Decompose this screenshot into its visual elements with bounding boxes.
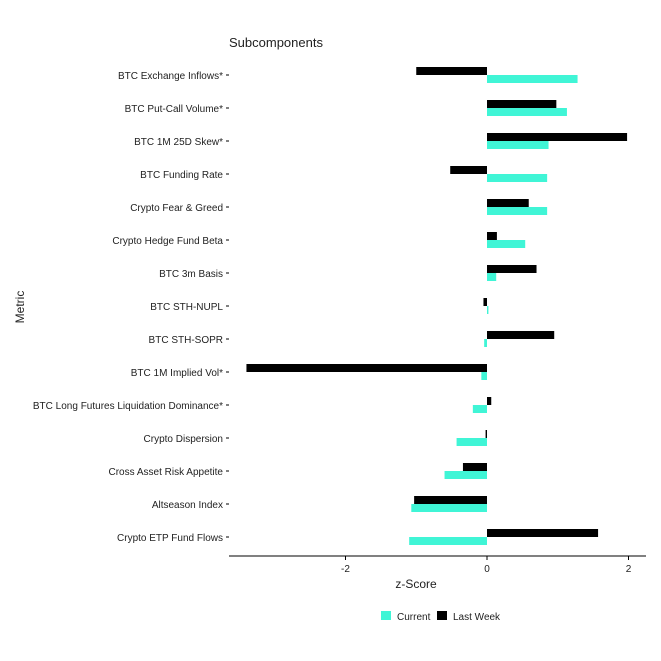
y-tick-labels: BTC Exchange Inflows* BTC Put-Call Volume… <box>33 71 229 544</box>
x-tick-label: 0 <box>484 564 490 575</box>
legend-swatch <box>381 611 391 620</box>
y-tick-label: BTC Exchange Inflows* <box>118 71 223 82</box>
x-tick-label: -2 <box>341 564 350 575</box>
y-tick-label: BTC Funding Rate <box>140 170 223 181</box>
bar-last-week <box>487 331 555 339</box>
bar-current <box>487 240 526 248</box>
legend-label: Last Week <box>453 612 501 623</box>
y-tick-label: Altseason Index <box>152 500 223 511</box>
bar-current <box>444 471 487 479</box>
y-tick-label: BTC 3m Basis <box>159 269 223 280</box>
bar-last-week <box>485 430 487 438</box>
bar-last-week <box>487 232 497 240</box>
x-tick-label: 2 <box>626 564 632 575</box>
bar-current <box>409 537 487 545</box>
y-tick-label: BTC 1M Implied Vol* <box>131 368 223 379</box>
bar-current <box>487 207 548 215</box>
bar-last-week <box>487 529 599 537</box>
legend-swatch <box>437 611 447 620</box>
y-tick-label: BTC 1M 25D Skew* <box>134 137 223 148</box>
bar-current <box>487 108 567 116</box>
bar-last-week <box>483 298 487 306</box>
legend: Current Last Week <box>381 611 501 623</box>
x-tick-labels: -2 0 2 <box>341 556 632 575</box>
y-tick-label: BTC STH-SOPR <box>149 335 223 346</box>
bar-last-week <box>450 166 487 174</box>
bar-last-week <box>414 496 487 504</box>
bar-current <box>487 273 497 281</box>
bar-current <box>411 504 487 512</box>
bar-current <box>481 372 487 380</box>
x-axis-label: z-Score <box>395 577 437 591</box>
bar-current <box>487 174 548 182</box>
bar-current <box>487 75 578 83</box>
chart-title: Subcomponents <box>229 35 323 50</box>
bar-current <box>487 141 549 149</box>
bar-last-week <box>487 397 492 405</box>
legend-label: Current <box>397 612 431 623</box>
bar-last-week <box>487 100 557 108</box>
bar-last-week <box>487 265 537 273</box>
bar-last-week <box>487 133 628 141</box>
bar-last-week <box>246 364 487 372</box>
y-axis-label: Metric <box>13 291 27 324</box>
y-tick-label: BTC Put-Call Volume* <box>125 104 223 115</box>
bars-group <box>246 67 628 545</box>
bar-current <box>487 306 489 314</box>
bar-last-week <box>416 67 487 75</box>
y-tick-label: Crypto Hedge Fund Beta <box>112 236 223 247</box>
y-tick-label: Crypto Dispersion <box>144 434 223 445</box>
bar-last-week <box>487 199 529 207</box>
y-tick-label: Crypto Fear & Greed <box>130 203 223 214</box>
y-tick-label: BTC STH-NUPL <box>150 302 223 313</box>
bar-last-week <box>462 463 487 471</box>
y-tick-label: Crypto ETP Fund Flows <box>117 533 223 544</box>
y-tick-label: BTC Long Futures Liquidation Dominance* <box>33 401 223 412</box>
bar-current <box>484 339 487 347</box>
bar-current <box>456 438 487 446</box>
y-tick-label: Cross Asset Risk Appetite <box>109 467 224 478</box>
bar-current <box>472 405 487 413</box>
